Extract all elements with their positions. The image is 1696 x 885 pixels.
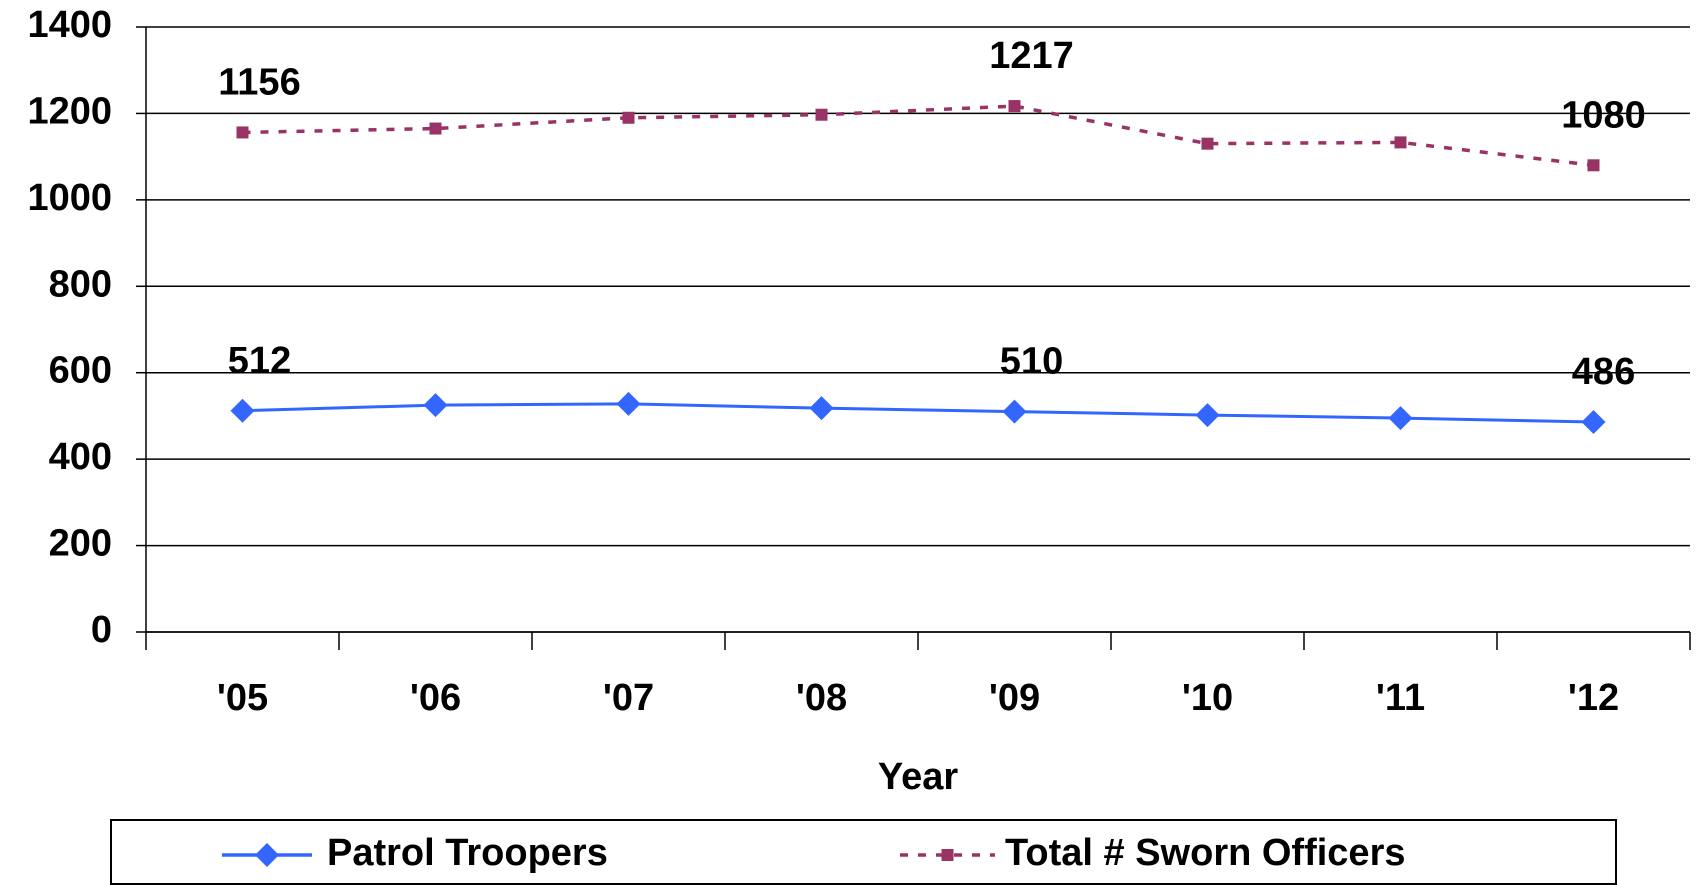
x-tick-label: '08: [796, 677, 847, 719]
data-point: [1008, 100, 1021, 113]
x-tick-label: '07: [603, 677, 654, 719]
y-tick-label: 1200: [27, 90, 112, 132]
data-point: [429, 122, 442, 135]
data-point: [809, 396, 834, 421]
y-tick-label: 1400: [27, 4, 112, 46]
legend-label: Patrol Troopers: [327, 832, 608, 874]
series-line: [242, 104, 1594, 168]
data-point: [616, 391, 641, 416]
data-point: [1394, 136, 1407, 149]
data-point: [622, 111, 635, 124]
data-point: [1201, 137, 1214, 150]
legend-box: [110, 819, 1617, 885]
data-point: [423, 393, 448, 418]
y-tick-label: 1000: [27, 177, 112, 219]
y-tick-label: 200: [49, 523, 112, 565]
data-point: [815, 108, 828, 121]
x-tick-label: '12: [1568, 677, 1619, 719]
data-point: [230, 398, 255, 423]
y-tick-label: 800: [49, 263, 112, 305]
data-label: 1080: [1561, 94, 1646, 136]
data-label: 1156: [218, 61, 300, 103]
x-tick-label: '10: [1182, 677, 1233, 719]
data-point: [1195, 403, 1220, 428]
data-label: 512: [228, 340, 291, 382]
data-point: [1388, 406, 1413, 431]
legend-label: Total # Sworn Officers: [1005, 832, 1405, 874]
legend-marker: [255, 843, 279, 867]
x-tick-label: '11: [1376, 677, 1425, 719]
data-point: [1587, 159, 1600, 172]
x-tick-label: '06: [410, 677, 461, 719]
x-tick-label: '09: [989, 677, 1040, 719]
x-axis-label: Year: [878, 756, 959, 798]
x-tick-label: '05: [217, 677, 268, 719]
y-tick-label: 600: [49, 350, 112, 392]
y-tick-label: 400: [49, 436, 112, 478]
data-label: 1217: [989, 35, 1074, 77]
legend-marker: [941, 849, 954, 861]
data-point: [1002, 399, 1027, 424]
data-label: 510: [1000, 341, 1063, 383]
data-point: [236, 126, 249, 139]
data-label: 486: [1572, 351, 1635, 393]
data-point: [1581, 409, 1606, 434]
series-line: [242, 402, 1594, 424]
y-tick-label: 0: [91, 609, 112, 651]
